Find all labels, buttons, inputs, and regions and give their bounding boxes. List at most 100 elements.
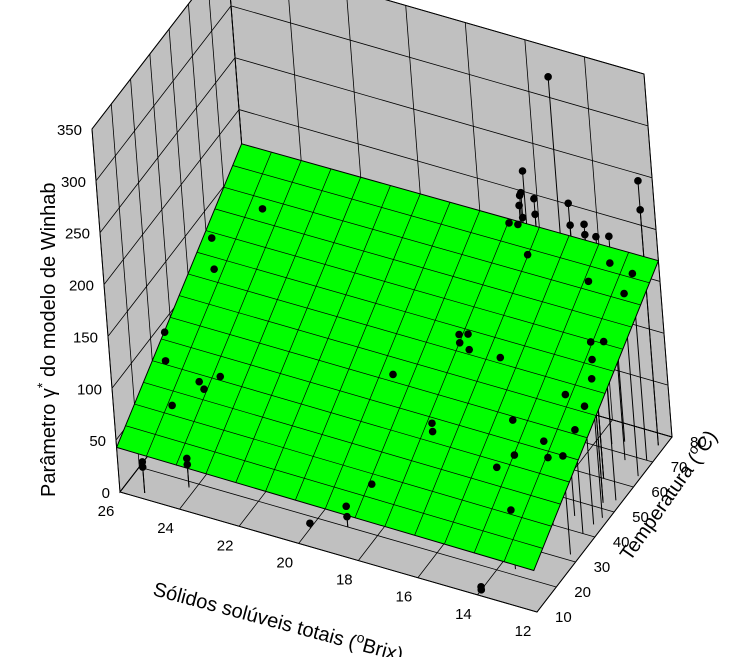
- data-point: [367, 480, 376, 488]
- data-point: [514, 220, 522, 229]
- data-point: [544, 73, 552, 81]
- data-point: [581, 230, 589, 239]
- left-grid-z: [95, 5, 232, 182]
- data-point: [539, 437, 548, 445]
- data-point: [306, 519, 314, 528]
- x-tick-label: 18: [336, 572, 353, 589]
- back-grid-z: [234, 57, 653, 179]
- drop-line: [639, 209, 659, 446]
- z-tick-label: 300: [61, 174, 86, 191]
- plane-mesh-line: [214, 208, 632, 328]
- data-point: [207, 234, 216, 242]
- plane-mesh-line: [414, 227, 540, 536]
- data-point: [518, 167, 527, 175]
- data-point: [571, 426, 579, 434]
- back-grid-z: [385, 0, 645, 75]
- data-point: [516, 188, 525, 197]
- data-point: [636, 206, 644, 214]
- data-point: [428, 427, 437, 436]
- y-tick-label: 30: [594, 559, 611, 576]
- back-grid-x: [643, 73, 673, 438]
- plane-mesh-line: [205, 230, 623, 350]
- data-point: [455, 330, 463, 339]
- y-tick-label: 70: [671, 459, 688, 476]
- x-tick-label: 16: [396, 589, 413, 606]
- z-tick-label: 150: [73, 329, 98, 346]
- z-tick-label: 250: [65, 226, 90, 243]
- data-point: [634, 177, 642, 185]
- x-tick-label: 24: [157, 520, 174, 537]
- data-point: [628, 269, 637, 278]
- left-grid-z: [91, 0, 193, 130]
- plane-mesh-line: [354, 210, 481, 518]
- y-tick-label: 60: [651, 484, 668, 501]
- data-point: [515, 201, 523, 210]
- data-point: [620, 289, 628, 298]
- floor-grid-x: [536, 436, 673, 613]
- data-point: [455, 338, 464, 347]
- data-point: [195, 377, 203, 386]
- z-tick-label: 0: [102, 485, 110, 502]
- y-tick-label: 20: [574, 584, 591, 601]
- data-point: [343, 512, 351, 521]
- data-point: [465, 345, 474, 354]
- data-point: [592, 232, 600, 241]
- x-axis-title: Sólidos solúveis totais (oBrix): [151, 575, 407, 657]
- back-grid-z: [238, 109, 657, 230]
- data-point: [216, 372, 225, 381]
- data-point: [587, 375, 596, 383]
- data-point: [258, 205, 267, 213]
- left-grid-y: [91, 128, 121, 493]
- plane-mesh-line: [473, 243, 600, 554]
- plane-mesh-line: [187, 273, 606, 394]
- z-tick-label: 350: [57, 122, 82, 139]
- y-tick-label: 80: [690, 434, 707, 451]
- data-point: [531, 210, 539, 219]
- z-tick-label: 200: [69, 278, 94, 295]
- data-point: [210, 265, 218, 273]
- left-grid-z: [99, 57, 236, 233]
- data-point: [477, 586, 486, 594]
- plane-surface: [115, 143, 660, 572]
- data-point: [183, 454, 191, 463]
- data-point: [138, 463, 147, 471]
- plane-mesh-line: [444, 235, 570, 545]
- x-tick-label: 14: [455, 606, 472, 623]
- y-tick-label: 50: [632, 509, 649, 526]
- data-point: [588, 355, 596, 364]
- plane-mesh-line: [179, 295, 597, 416]
- data-point: [161, 357, 170, 365]
- plane-mesh-line: [196, 251, 614, 372]
- data-point: [518, 213, 527, 222]
- drop-line: [142, 467, 146, 494]
- y-tick-label: 40: [613, 534, 630, 551]
- data-point: [342, 502, 350, 511]
- data-point: [580, 402, 589, 410]
- data-point: [605, 232, 613, 241]
- chart-fitted-plane: [115, 143, 660, 572]
- data-point: [564, 199, 572, 208]
- data-point: [544, 453, 552, 462]
- chart-points: [138, 73, 644, 594]
- data-point: [584, 277, 593, 286]
- x-tick-label: 12: [515, 623, 532, 640]
- data-point: [566, 221, 574, 230]
- data-point: [492, 463, 501, 472]
- chart-ticks: 0501001502002503003502624222018161412102…: [57, 122, 707, 640]
- z-tick-label: 50: [89, 433, 106, 450]
- data-point: [523, 250, 532, 259]
- data-point: [464, 330, 472, 338]
- data-point: [389, 370, 397, 379]
- data-point: [428, 419, 436, 428]
- data-point: [496, 353, 505, 362]
- data-point: [580, 220, 588, 229]
- data-point: [510, 451, 519, 459]
- plane-mesh-line: [223, 186, 641, 306]
- data-point: [599, 337, 608, 346]
- left-grid-z: [103, 109, 240, 285]
- data-point: [530, 194, 538, 203]
- plane-mesh-line: [232, 165, 650, 284]
- data-point: [586, 338, 595, 346]
